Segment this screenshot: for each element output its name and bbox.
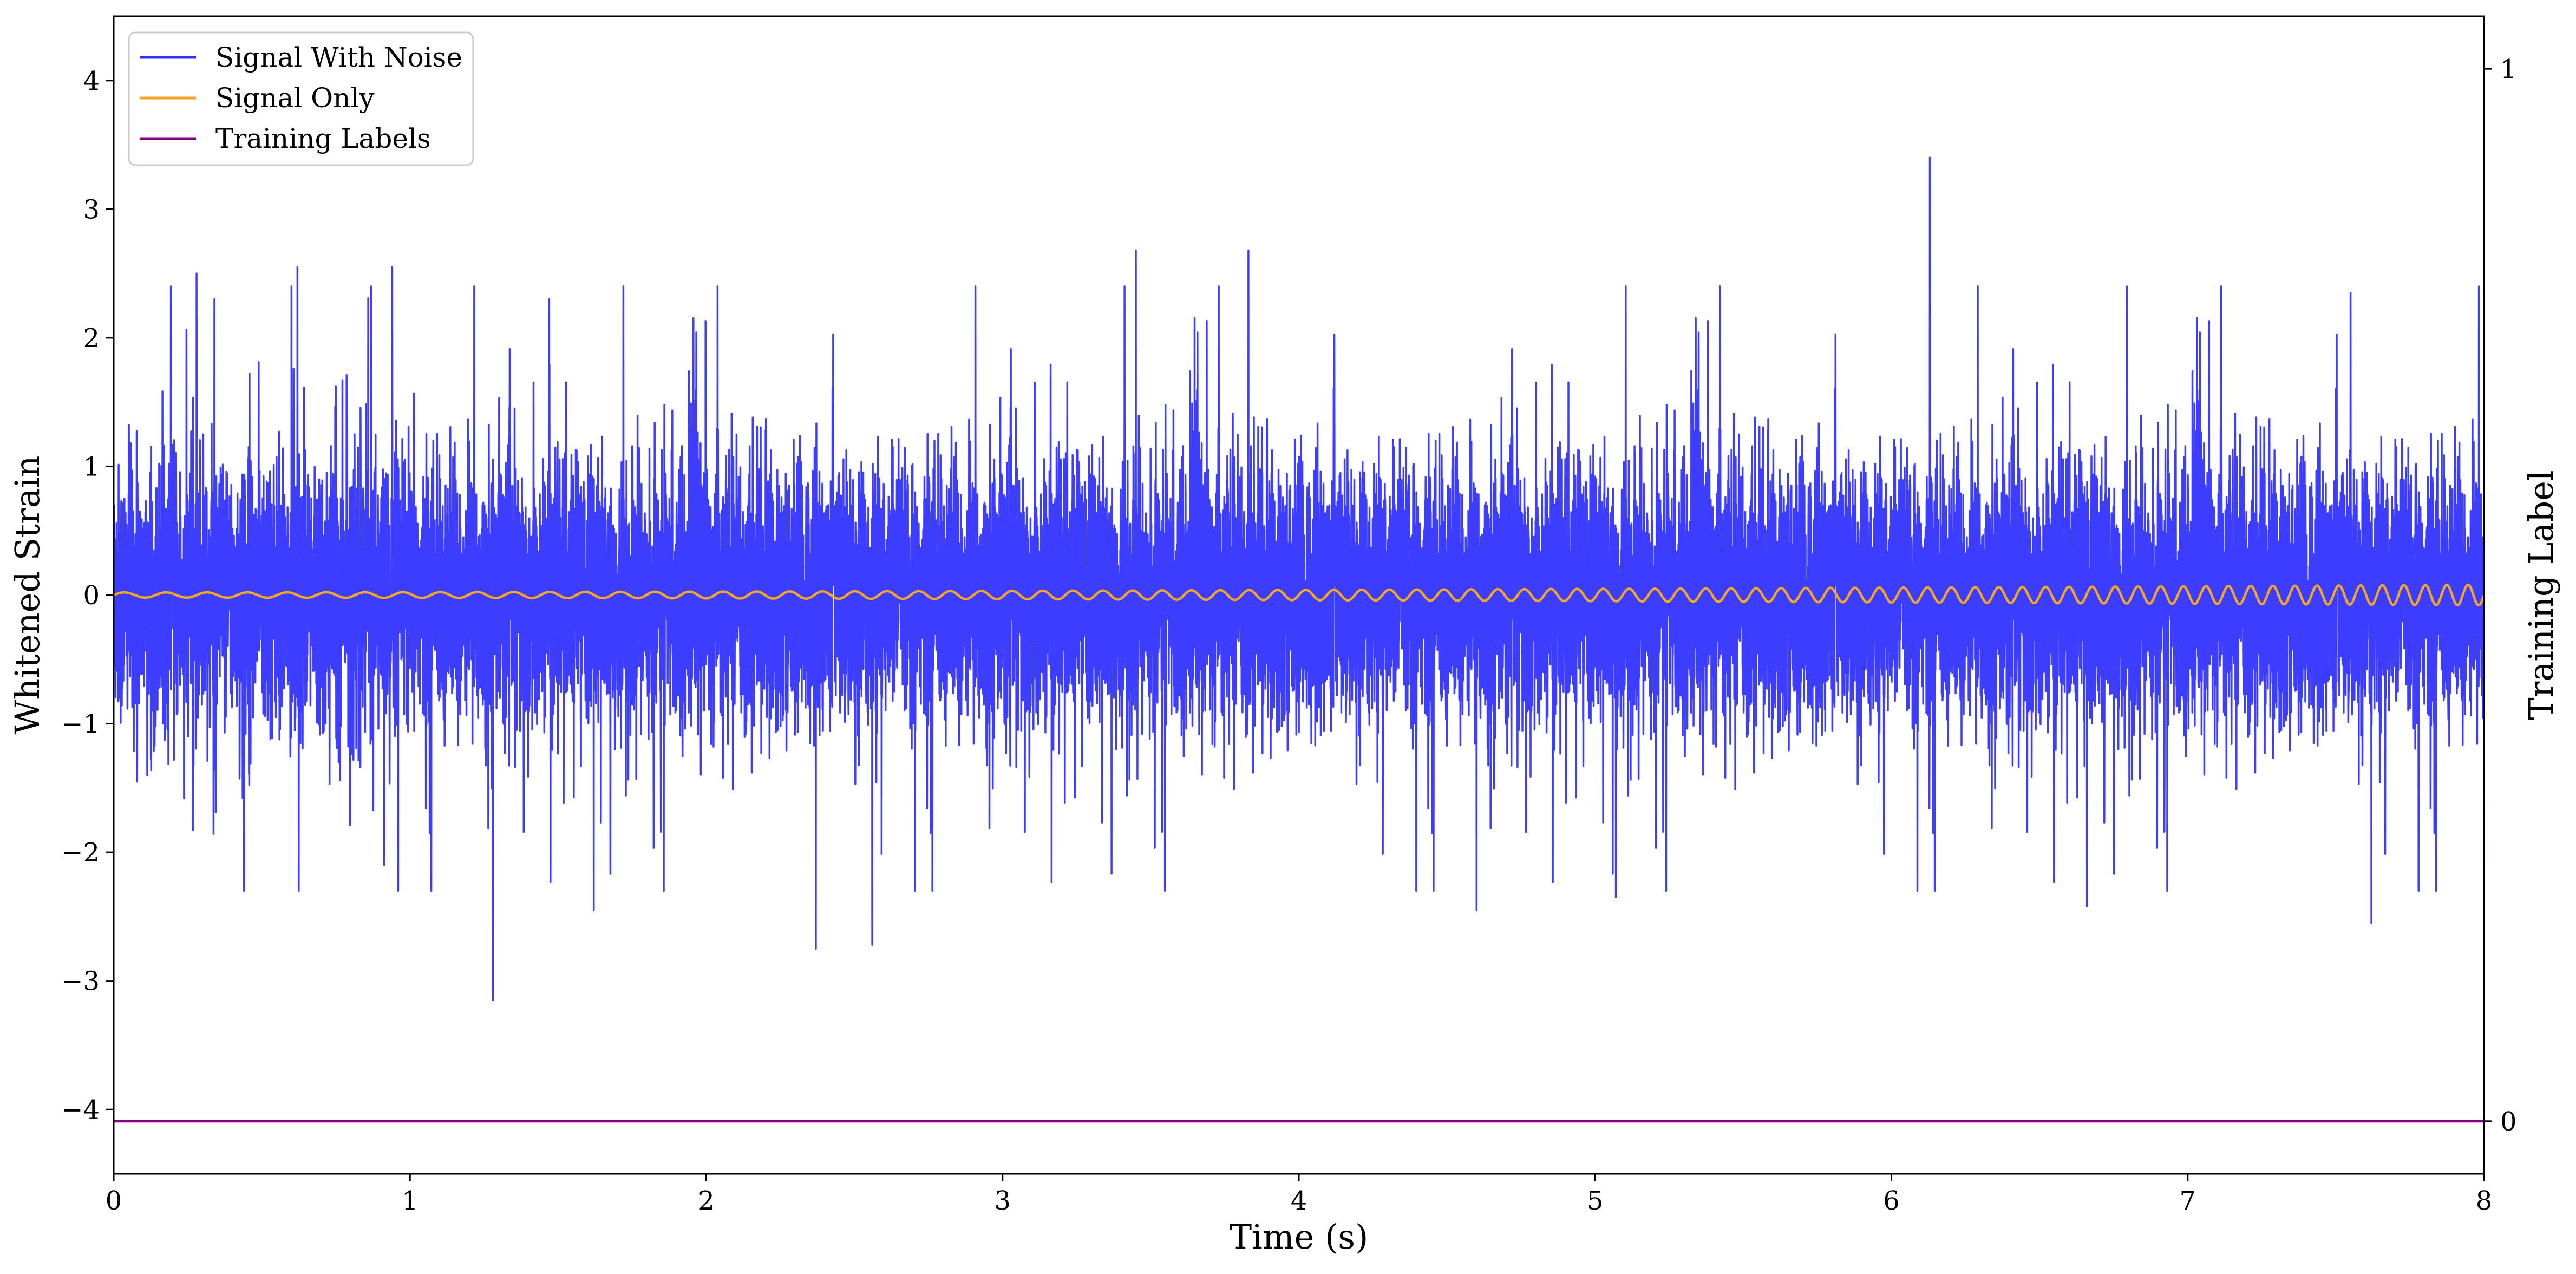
x-tick-label: 2 [698, 1186, 715, 1216]
x-axis-ticks: 0 1 2 3 4 5 6 7 8 [106, 1174, 2493, 1216]
x-tick-label: 7 [2179, 1186, 2196, 1216]
legend-label-training-labels: Training Labels [215, 123, 431, 154]
legend-label-signal-with-noise: Signal With Noise [215, 42, 462, 73]
y2-tick-label: 1 [2500, 54, 2517, 84]
x-tick-label: 3 [994, 1186, 1011, 1216]
y-tick-label: 2 [83, 323, 100, 354]
y-tick-label: 0 [83, 580, 100, 611]
x-tick-label: 5 [1587, 1186, 1604, 1216]
legend-label-signal-only: Signal Only [215, 82, 375, 114]
x-tick-label: 1 [402, 1186, 419, 1216]
y2-axis-ticks: 01 [2484, 54, 2517, 1137]
y-tick-label: −1 [61, 709, 100, 740]
y-tick-label: 1 [83, 452, 100, 482]
x-tick-label: 8 [2476, 1186, 2493, 1216]
y2-tick-label: 0 [2500, 1107, 2517, 1137]
y-tick-label: −4 [61, 1095, 100, 1125]
plot-lines [113, 156, 2486, 1123]
x-tick-label: 4 [1291, 1186, 1307, 1216]
x-tick-label: 6 [1883, 1186, 1900, 1216]
series-line-signal-with-noise [113, 156, 2485, 1002]
y2-axis-label: Training Label [2521, 470, 2561, 720]
x-tick-label: 0 [106, 1186, 122, 1216]
y-axis-ticks: −4 −3 −2 −1 0 1 2 3 4 [61, 66, 114, 1125]
y-tick-label: 3 [83, 194, 100, 225]
y-tick-label: 4 [83, 66, 100, 96]
y-axis-label: Whitened Strain [8, 456, 47, 735]
series-line-signal-only [113, 583, 2486, 607]
legend: Signal With Noise Signal Only Training L… [128, 31, 474, 166]
y-tick-label: −3 [61, 966, 100, 997]
x-axis-label: Time (s) [1230, 1217, 1369, 1257]
y-tick-label: −2 [61, 838, 100, 868]
legend-box [128, 31, 474, 166]
